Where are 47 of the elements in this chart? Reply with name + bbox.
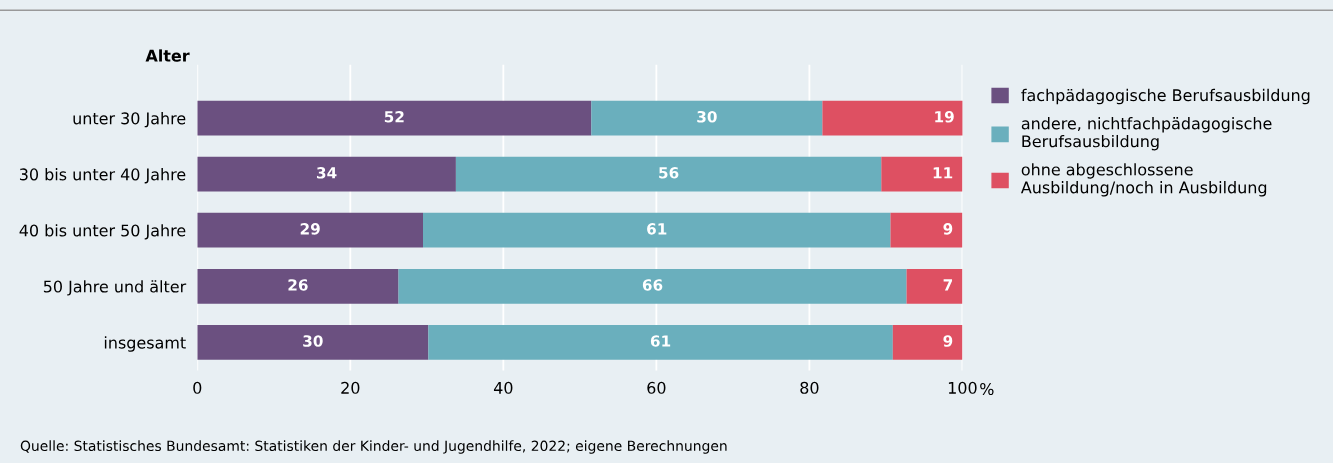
bar [423, 212, 891, 248]
data-label: 52 [384, 110, 404, 123]
bar [892, 324, 963, 360]
source-note: Quelle: Statistisches Bundesamt: Statistiken der Kinder- und Jugendhilfe, 2022; eigene Berechnungen [20, 440, 727, 454]
bar [197, 100, 592, 136]
bar [591, 100, 823, 136]
bar [197, 268, 399, 304]
legend-label: fachpädagogische Berufsausbildung [1021, 88, 1310, 105]
x-tick-label: 20 [341, 381, 360, 394]
x-tick-label: 80 [800, 381, 819, 394]
bar [398, 268, 907, 304]
y-axis-title: Alter [145, 49, 190, 62]
y-tick-label: 40 bis unter 50 Jahre [19, 224, 186, 240]
data-label: 11 [933, 167, 953, 179]
y-tick-label: 50 Jahre und älter [43, 280, 187, 296]
bar [197, 212, 423, 248]
bar [428, 324, 893, 360]
bar [197, 156, 456, 192]
data-label: 9 [943, 223, 953, 235]
bar [822, 100, 963, 136]
legend-label: ohne abgeschlossene Ausbildung/noch in Ausbildung [1020, 163, 1267, 197]
x-tick-label: 0 [193, 381, 202, 394]
bar [881, 156, 963, 192]
bar [455, 156, 882, 192]
data-label: 7 [943, 279, 953, 291]
x-axis-title: % [980, 382, 994, 395]
y-tick-label: insgesamt [104, 336, 186, 352]
y-tick-label: unter 30 Jahre [73, 112, 186, 128]
data-label: 30 [303, 335, 323, 347]
data-label: 61 [647, 223, 667, 235]
x-tick-label: 40 [493, 381, 513, 394]
legend-label: andere, nichtfachpädagogische Berufsausbildung [1021, 117, 1272, 151]
bar [906, 268, 963, 304]
data-label: 61 [650, 335, 671, 347]
bar [197, 324, 429, 360]
data-label: 66 [642, 279, 663, 291]
x-tick-label: 60 [647, 381, 666, 394]
data-label: 29 [300, 223, 320, 235]
y-tick-label: 30 bis unter 40 Jahre [19, 168, 186, 184]
x-tick-label: 100 [948, 381, 977, 394]
data-label: 34 [316, 167, 337, 179]
data-label: 19 [935, 110, 954, 123]
data-label: 56 [659, 167, 679, 179]
data-label: 30 [697, 110, 717, 123]
data-label: 26 [288, 279, 308, 291]
data-label: 9 [943, 335, 953, 347]
bar [890, 212, 963, 248]
